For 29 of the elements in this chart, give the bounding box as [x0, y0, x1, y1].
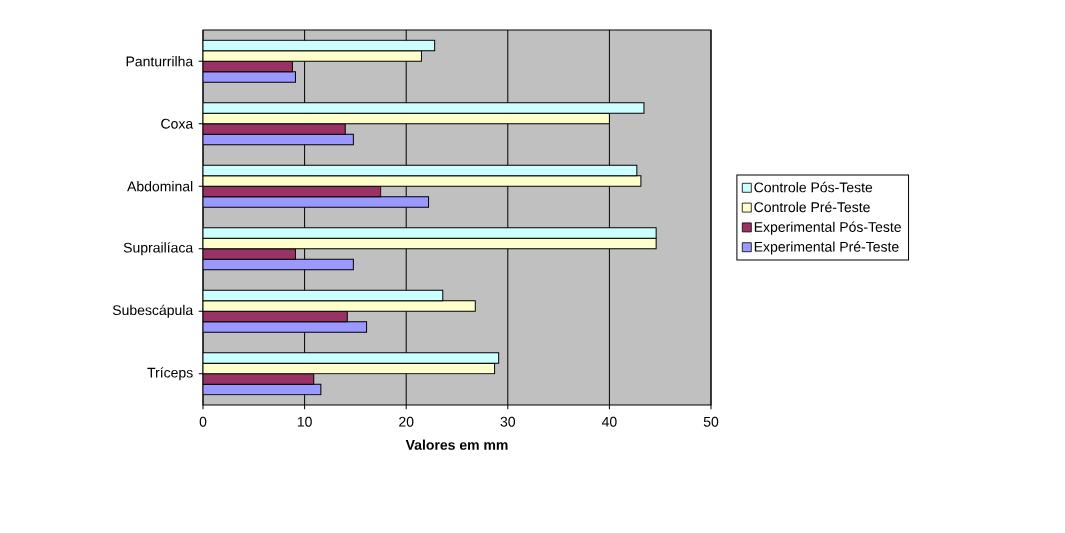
- bar: [203, 373, 315, 385]
- legend-label: Experimental Pré-Teste: [754, 241, 899, 255]
- legend-label: Controle Pré-Teste: [754, 201, 870, 213]
- bar: [203, 123, 346, 135]
- x-tick-label: 0: [199, 416, 207, 427]
- bar: [203, 227, 657, 239]
- bar: [203, 102, 645, 114]
- bar: [203, 175, 642, 187]
- bar: [203, 50, 422, 62]
- bar: [203, 352, 500, 364]
- y-tick-label: Abdominal: [127, 181, 193, 192]
- bar: [203, 196, 430, 208]
- x-tick-label: 50: [703, 416, 719, 427]
- legend-label: Experimental Pós-Teste: [754, 221, 901, 235]
- y-tick-label: Subescápula: [112, 304, 194, 318]
- y-tick-label: Suprailíaca: [123, 242, 194, 256]
- x-tick-label: 20: [399, 416, 414, 427]
- x-tick-label: 40: [601, 416, 617, 427]
- bar: [203, 71, 296, 83]
- y-tick-label: Coxa: [161, 118, 194, 129]
- x-tick-label: 10: [297, 416, 312, 427]
- x-tick-label: 30: [500, 416, 516, 427]
- x-axis-title: Valores em mm: [405, 439, 508, 450]
- y-tick-label: Tríceps: [147, 367, 193, 381]
- bar: [203, 300, 476, 312]
- legend-label: Controle Pós-Teste: [754, 181, 873, 193]
- y-tick-label: Panturrilha: [126, 56, 194, 67]
- bar: [203, 248, 296, 260]
- bar: [203, 321, 368, 333]
